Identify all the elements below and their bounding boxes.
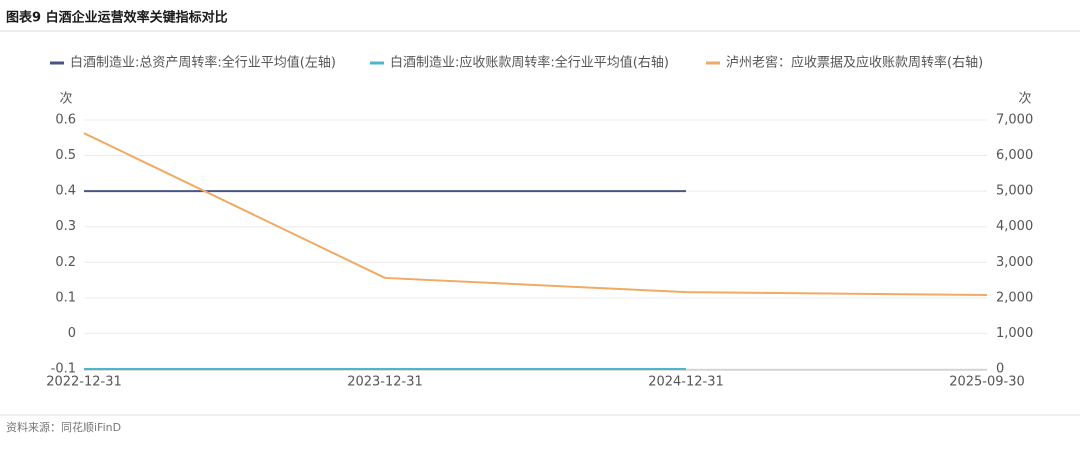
- y-tick-label: 0: [68, 326, 76, 341]
- y2-unit: 次: [1018, 91, 1031, 107]
- series-line: [83, 132, 988, 297]
- chart-title: 图表9 白酒企业运营效率关键指标对比: [6, 10, 228, 26]
- y2-tick-label: 1,000: [996, 326, 1033, 341]
- y-tick-label: 0.1: [55, 290, 76, 305]
- y2-tick-label: 7,000: [996, 113, 1033, 128]
- y2-tick-label: 0: [996, 362, 1004, 377]
- x-tick-label: 2023-12-31: [347, 375, 423, 390]
- y2-tick-label: 6,000: [996, 148, 1033, 163]
- y-tick-label: 0.4: [55, 184, 76, 199]
- x-tick-label: 2022-12-31: [46, 375, 122, 390]
- source: 资料来源：同花顺iFinD: [6, 420, 121, 434]
- legend-label: 泸州老窖：应收票据及应收账款周转率(右轴): [726, 55, 983, 71]
- y-unit: 次: [59, 91, 72, 107]
- legend-label: 白酒制造业:应收账款周转率:全行业平均值(右轴): [390, 55, 669, 71]
- y-tick-label: 0.5: [55, 148, 76, 163]
- y-tick-label: 0.6: [55, 113, 76, 128]
- y2-tick-label: 3,000: [996, 255, 1033, 270]
- x-tick-label: 2025-09-30: [949, 375, 1025, 390]
- y-tick-label: -0.1: [51, 362, 76, 377]
- y2-tick-label: 5,000: [996, 184, 1033, 199]
- x-tick-label: 2024-12-31: [648, 375, 724, 390]
- y-tick-label: 0.2: [55, 255, 76, 270]
- y2-tick-label: 4,000: [996, 219, 1033, 234]
- y2-tick-label: 2,000: [996, 290, 1033, 305]
- legend-label: 白酒制造业:总资产周转率:全行业平均值(左轴): [70, 55, 336, 71]
- y-tick-label: 0.3: [55, 219, 76, 234]
